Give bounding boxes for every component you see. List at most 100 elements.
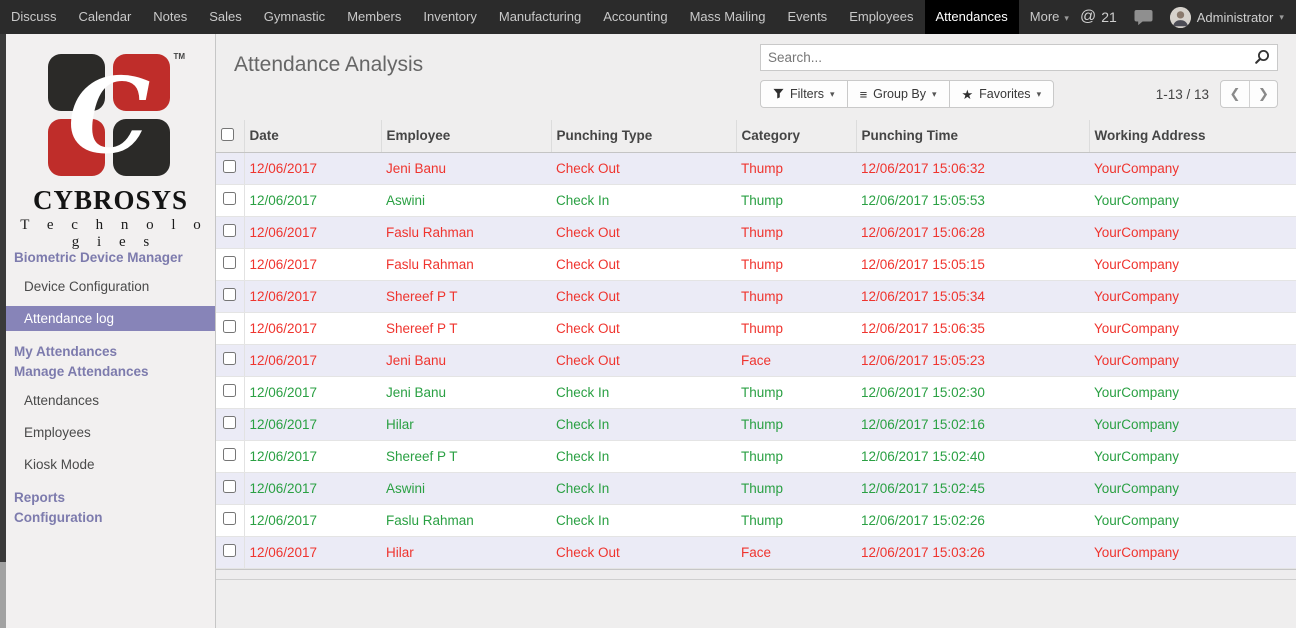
attendance-table: Date Employee Punching Type Category Pun… xyxy=(216,120,1296,569)
topbar-menu-mass-mailing[interactable]: Mass Mailing xyxy=(689,9,766,24)
cell-working-address: YourCompany xyxy=(1089,536,1296,569)
topbar-menu-accounting[interactable]: Accounting xyxy=(603,9,668,24)
select-all-checkbox[interactable] xyxy=(221,127,234,141)
messages-icon[interactable] xyxy=(1134,9,1153,26)
table-body: 12/06/2017 Jeni Banu Check Out Thump 12/06/2… xyxy=(216,152,1296,569)
column-header-employee[interactable]: Employee xyxy=(381,120,552,153)
column-header-punching-type[interactable]: Punching Type xyxy=(551,120,737,153)
sidebar-item-attendance-log[interactable]: Attendance log xyxy=(6,306,215,331)
control-panel-right: Filters ▾ ≡ Group By ▾ ★ Favorites xyxy=(760,44,1278,108)
filters-label: Filters xyxy=(790,87,825,101)
select-all-checkbox-cell xyxy=(216,120,245,153)
cell-punching-type: Check In xyxy=(551,184,736,217)
pager-buttons: ❮ ❯ xyxy=(1220,80,1278,108)
cell-date: 12/06/2017 xyxy=(244,312,381,345)
table-row[interactable]: 12/06/2017 Jeni Banu Check In Thump 12/06/20… xyxy=(216,376,1296,409)
sidebar-item-configuration[interactable]: Configuration xyxy=(14,510,103,525)
row-checkbox[interactable] xyxy=(223,288,237,301)
cell-punching-time: 12/06/2017 15:05:15 xyxy=(856,248,1089,281)
sidebar-item-kiosk-mode[interactable]: Kiosk Mode xyxy=(24,457,95,472)
topbar-menu-inventory[interactable]: Inventory xyxy=(423,9,477,24)
user-menu[interactable]: Administrator ▾ xyxy=(1169,6,1284,28)
cell-category: Thump xyxy=(736,152,856,185)
cell-working-address: YourCompany xyxy=(1089,504,1296,537)
cell-category: Thump xyxy=(736,184,856,217)
column-header-punching-time[interactable]: Punching Time xyxy=(856,120,1090,153)
row-checkbox[interactable] xyxy=(223,544,237,557)
cell-punching-type: Check Out xyxy=(551,280,736,313)
row-checkbox[interactable] xyxy=(223,512,237,525)
activity-counter[interactable]: @ 21 xyxy=(1080,8,1117,26)
topbar: Discuss Calendar Notes Sales Gymnastic Member… xyxy=(0,0,1296,34)
cell-employee: Faslu Rahman xyxy=(381,216,551,249)
column-header-date[interactable]: Date xyxy=(244,120,382,153)
cell-punching-type: Check Out xyxy=(551,248,736,281)
table-row[interactable]: 12/06/2017 Hilar Check In Thump 12/06/2017 1… xyxy=(216,408,1296,441)
sidebar-item-biometric-device-manager[interactable]: Biometric Device Manager xyxy=(14,250,183,265)
favorites-button[interactable]: ★ Favorites ▾ xyxy=(948,81,1054,107)
row-checkbox-cell xyxy=(216,344,245,377)
table-row[interactable]: 12/06/2017 Faslu Rahman Check Out Thump 12/0… xyxy=(216,248,1296,281)
pager: 1-13 / 13 ❮ ❯ xyxy=(1156,80,1278,108)
table-row[interactable]: 12/06/2017 Shereef P T Check In Thump 12/06/… xyxy=(216,440,1296,473)
table-row[interactable]: 12/06/2017 Shereef P T Check Out Thump 12/06… xyxy=(216,280,1296,313)
topbar-menu-events[interactable]: Events xyxy=(787,9,828,24)
topbar-menu-discuss[interactable]: Discuss xyxy=(11,9,57,24)
row-checkbox[interactable] xyxy=(223,192,237,205)
row-checkbox[interactable] xyxy=(223,448,237,461)
topbar-menu-sales[interactable]: Sales xyxy=(209,9,242,24)
table-row[interactable]: 12/06/2017 Shereef P T Check Out Thump 12/06… xyxy=(216,312,1296,345)
row-checkbox-cell xyxy=(216,216,245,249)
topbar-menu-gymnastic[interactable]: Gymnastic xyxy=(263,9,326,24)
caret-down-icon: ▾ xyxy=(1279,11,1284,22)
search-input[interactable] xyxy=(768,50,1253,65)
row-checkbox-cell xyxy=(216,536,245,569)
search-icon[interactable] xyxy=(1253,49,1270,66)
table-row[interactable]: 12/06/2017 Faslu Rahman Check In Thump 12/06… xyxy=(216,504,1296,537)
topbar-menu-members[interactable]: Members xyxy=(347,9,402,24)
table-row[interactable]: 12/06/2017 Faslu Rahman Check Out Thump 12/0… xyxy=(216,216,1296,249)
sidebar-item-manage-attendances[interactable]: Manage Attendances xyxy=(14,364,149,379)
row-checkbox[interactable] xyxy=(223,160,237,173)
row-checkbox[interactable] xyxy=(223,480,237,493)
table-row[interactable]: 12/06/2017 Jeni Banu Check Out Thump 12/06/2… xyxy=(216,152,1296,185)
table-row[interactable]: 12/06/2017 Aswini Check In Thump 12/06/2017 … xyxy=(216,184,1296,217)
sidebar-item-device-configuration[interactable]: Device Configuration xyxy=(24,279,150,294)
cell-punching-type: Check In xyxy=(551,376,736,409)
topbar-menu-calendar[interactable]: Calendar xyxy=(78,9,132,24)
row-checkbox[interactable] xyxy=(223,416,237,429)
filters-button[interactable]: Filters ▾ xyxy=(761,81,847,107)
topbar-menu-attendances[interactable]: Attendances xyxy=(924,0,1019,34)
cell-punching-type: Check In xyxy=(551,504,736,537)
column-header-working-address[interactable]: Working Address xyxy=(1089,120,1296,153)
row-checkbox[interactable] xyxy=(223,256,237,269)
cell-working-address: YourCompany xyxy=(1089,440,1296,473)
star-icon: ★ xyxy=(961,86,974,102)
column-header-category[interactable]: Category xyxy=(736,120,857,153)
row-checkbox-cell xyxy=(216,376,245,409)
cell-punching-type: Check Out xyxy=(551,344,736,377)
topbar-menu-manufacturing[interactable]: Manufacturing xyxy=(498,9,582,24)
table-row[interactable]: 12/06/2017 Aswini Check In Thump 12/06/2017 … xyxy=(216,472,1296,505)
row-checkbox[interactable] xyxy=(223,224,237,237)
row-checkbox[interactable] xyxy=(223,320,237,333)
topbar-menu-employees[interactable]: Employees xyxy=(849,9,914,24)
table-row[interactable]: 12/06/2017 Jeni Banu Check Out Face 12/06/20… xyxy=(216,344,1296,377)
cell-working-address: YourCompany xyxy=(1089,312,1296,345)
svg-text:C: C xyxy=(67,54,150,177)
row-checkbox[interactable] xyxy=(223,352,237,365)
topbar-menu-more[interactable]: More ▾ xyxy=(1029,9,1069,24)
filter-button-group: Filters ▾ ≡ Group By ▾ ★ Favorites xyxy=(760,80,1055,108)
pager-next-button[interactable]: ❯ xyxy=(1249,81,1277,107)
row-checkbox[interactable] xyxy=(223,384,237,397)
sidebar-item-my-attendances[interactable]: My Attendances xyxy=(14,344,118,359)
pager-prev-button[interactable]: ❮ xyxy=(1221,81,1249,107)
sidebar-item-employees[interactable]: Employees xyxy=(24,425,91,440)
group-by-button[interactable]: ≡ Group By ▾ xyxy=(846,81,949,107)
sidebar-item-reports[interactable]: Reports xyxy=(14,490,66,505)
topbar-menu-notes[interactable]: Notes xyxy=(153,9,188,24)
sidebar-item-attendances[interactable]: Attendances xyxy=(24,393,100,408)
cell-date: 12/06/2017 xyxy=(244,376,381,409)
table-row[interactable]: 12/06/2017 Hilar Check Out Face 12/06/2017 1… xyxy=(216,536,1296,569)
cell-working-address: YourCompany xyxy=(1089,280,1296,313)
